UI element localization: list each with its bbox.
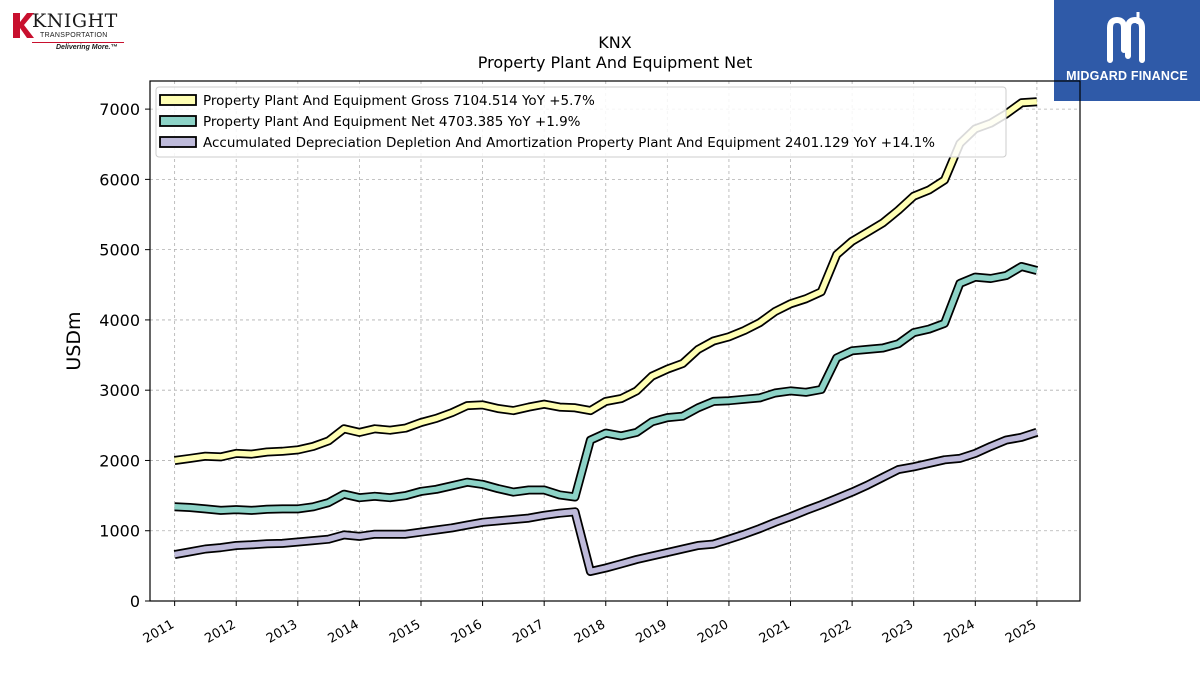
x-tick-label: 2016 (449, 617, 485, 647)
legend-label-2: Accumulated Depreciation Depletion And A… (203, 135, 935, 151)
y-tick-label: 0 (130, 592, 140, 611)
legend-swatch-2 (159, 136, 197, 148)
x-tick-label: 2025 (1003, 617, 1039, 647)
midgard-finance-logo: MIDGARD FINANCE (1054, 0, 1200, 101)
grid (150, 81, 1080, 602)
x-tick-label: 2012 (202, 617, 238, 647)
midgard-m-logo-icon (1107, 12, 1145, 63)
legend-label-1: Property Plant And Equipment Net 4703.38… (203, 114, 581, 130)
y-tick-label: 3000 (99, 381, 140, 400)
x-tick-label: 2024 (941, 617, 977, 647)
x-tick-label: 2023 (880, 617, 916, 647)
plot-frame (149, 80, 1081, 602)
x-tick-label: 2015 (387, 617, 423, 647)
series-line-2 (174, 429, 1038, 575)
legend-box (155, 86, 1007, 158)
series-line-0 (174, 98, 1038, 464)
series-line-1 (174, 263, 1038, 514)
y-axis-label: USDm (63, 311, 85, 370)
chart-subtitle: Property Plant And Equipment Net (478, 53, 753, 72)
y-tick-label: 1000 (99, 522, 140, 541)
y-tick-label: 2000 (99, 451, 140, 470)
x-tick-label: 2014 (326, 617, 362, 647)
midgard-finance-name: MIDGARD FINANCE (1066, 69, 1188, 83)
x-tick-label: 2022 (818, 617, 854, 647)
legend-label-0: Property Plant And Equipment Gross 7104.… (203, 93, 595, 109)
x-tick-label: 2021 (757, 617, 793, 647)
x-tick-label: 2018 (572, 617, 608, 647)
x-tick-label: 2017 (510, 617, 546, 647)
knight-k-logo-icon (13, 13, 34, 38)
knight-transportation-logo: KNIGHT TRANSPORTATION Delivering More.™ (10, 8, 130, 56)
x-tick-label: 2011 (141, 617, 177, 647)
logo-brand: KNIGHT (32, 10, 118, 32)
x-tick-label: 2019 (634, 617, 670, 647)
axis-ticks: 0 1000 2000 3000 4000 5000 6000 7000 2011 2012 201… (99, 100, 1039, 647)
x-tick-label: 2013 (264, 617, 300, 647)
legend-swatch-0 (159, 94, 197, 106)
chart-title: KNX (598, 33, 631, 52)
logo-tagline: Delivering More.™ (56, 44, 118, 51)
logo-subtitle: TRANSPORTATION (40, 32, 108, 39)
x-tick-label: 2020 (695, 617, 731, 647)
y-tick-label: 7000 (99, 100, 140, 119)
legend-swatch-1 (159, 115, 197, 127)
series-lines (173, 97, 1039, 576)
y-tick-label: 4000 (99, 311, 140, 330)
legend: Property Plant And Equipment Gross 7104.… (155, 86, 1007, 158)
y-tick-label: 6000 (99, 170, 140, 189)
y-tick-label: 5000 (99, 241, 140, 260)
logo-rule (32, 42, 124, 43)
